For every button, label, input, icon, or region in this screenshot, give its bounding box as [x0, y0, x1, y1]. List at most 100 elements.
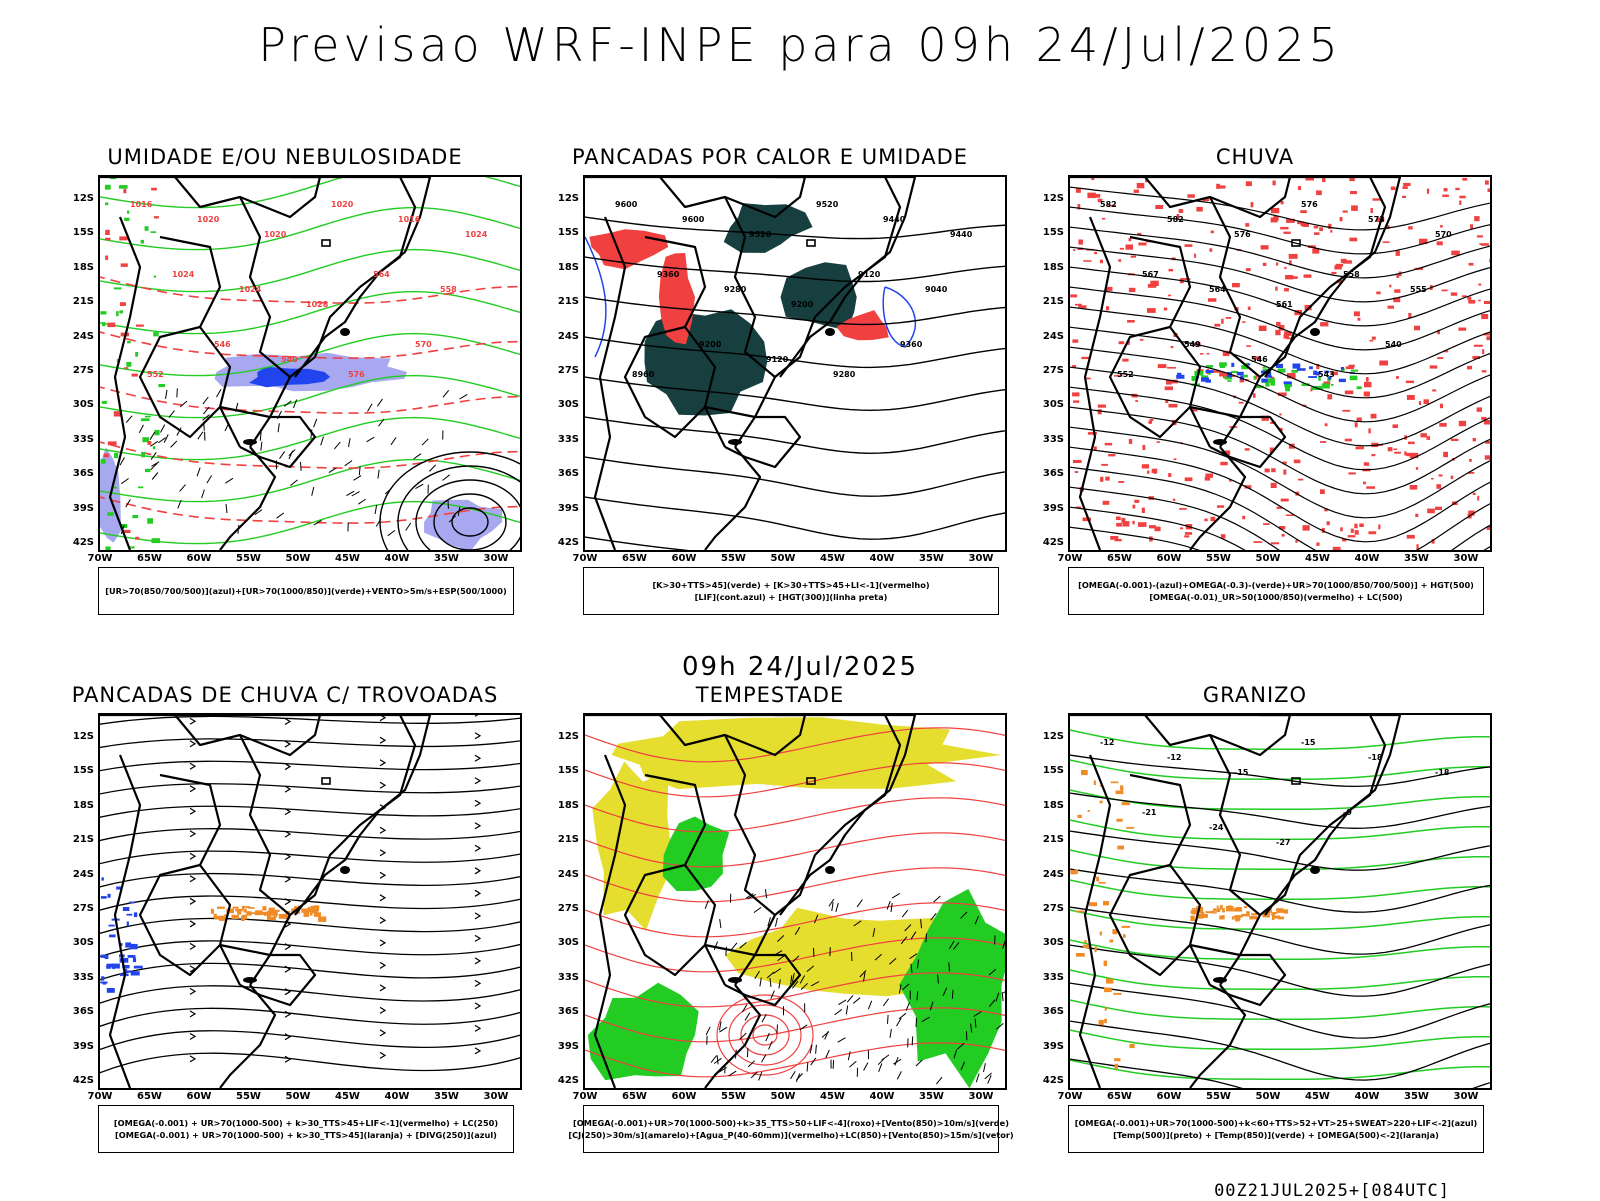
rain-red-speck [1345, 439, 1352, 442]
rain-red-speck [1341, 259, 1347, 263]
wind-vector [833, 1060, 834, 1069]
rain-red-speck [1314, 226, 1319, 229]
omega-orange-speck [1094, 780, 1096, 785]
omega-orange-speck [1219, 916, 1222, 920]
lake-mark [728, 977, 742, 983]
divergence-blue-speck [134, 912, 137, 917]
latitude-tick-label: 39S [543, 503, 579, 514]
contour-label: 570 [415, 340, 432, 349]
instability-orange-speck [267, 915, 271, 920]
latitude-tick-label: 33S [543, 434, 579, 445]
thickness-speck [154, 216, 159, 218]
country-border [100, 177, 320, 217]
water-red-contour [717, 995, 813, 1075]
wind-vector [836, 903, 839, 912]
rain-red-speck [1431, 478, 1434, 480]
latitude-tick-label: 39S [58, 1041, 94, 1052]
temp850-green-contour [1070, 819, 1490, 839]
latitude-tick-label: 36S [543, 468, 579, 479]
rain-red-speck [1098, 409, 1102, 414]
longitude-tick-label: 50W [280, 553, 316, 564]
contour-label: 1020 [197, 215, 220, 224]
rain-red-speck [1442, 290, 1448, 292]
rain-red-speck [1349, 238, 1357, 242]
latitude-tick-label: 18S [543, 800, 579, 811]
streamline-arrow [475, 1048, 480, 1054]
rain-red-speck [1158, 364, 1167, 368]
latitude-tick-label: 39S [1028, 1041, 1064, 1052]
longitude-tick-label: 40W [864, 1091, 900, 1102]
omega-orange-speck [1089, 902, 1097, 906]
latitude-tick-label: 27S [543, 903, 579, 914]
longitude-tick-label: 40W [1349, 553, 1385, 564]
rain-red-speck [1371, 454, 1375, 456]
panel-legend: [OMEGA(-0.001)-(azul)+OMEGA(-0.3)-(verde… [1068, 567, 1484, 615]
latitude-tick-label: 15S [1028, 765, 1064, 776]
instability-orange-speck [235, 909, 243, 912]
rain-red-speck [1140, 339, 1144, 341]
streamline-arrow [190, 786, 195, 792]
rain-red-speck [1281, 499, 1289, 502]
longitude-tick-label: 60W [181, 553, 217, 564]
streamline-arrow [475, 913, 480, 919]
rain-red-speck [1340, 217, 1343, 221]
longitude-tick-label: 60W [1151, 1091, 1187, 1102]
wind-vector [720, 919, 721, 928]
contour-label: 582 [1100, 200, 1117, 209]
humidity-speck [124, 218, 129, 221]
thickness-speck [123, 189, 126, 193]
rain-red-speck [1436, 484, 1441, 489]
streamline-arrow [190, 921, 195, 927]
rain-red-speck [1284, 267, 1286, 269]
latitude-tick-label: 18S [543, 262, 579, 273]
longitude-tick-label: 30W [478, 1091, 514, 1102]
humidity-speck [135, 352, 138, 357]
contour-label: 564 [1209, 285, 1226, 294]
rain-red-speck [1408, 442, 1415, 445]
rain-red-speck [1151, 282, 1158, 286]
longitude-tick-label: 70W [82, 553, 118, 564]
divergence-blue-speck [109, 925, 115, 927]
wind-vector [180, 485, 186, 492]
legend-line: [OMEGA(-0.001)+UR>70(1000-500)+k>35_TTS>… [573, 1117, 1009, 1129]
panel-title: PANCADAS DE CHUVA C/ TROVOADAS [50, 683, 520, 707]
country-border [1220, 177, 1385, 447]
humidity-speck [147, 518, 153, 524]
rain-red-speck [1100, 260, 1103, 264]
latitude-tick-label: 42S [543, 537, 579, 548]
latitude-tick-label: 21S [58, 296, 94, 307]
legend-line: [LIF](cont.azul) + [HGT(300)](linha pret… [695, 591, 888, 603]
streamline-arrow [380, 985, 385, 991]
wind-vector [719, 1027, 727, 1032]
streamline-arrow [380, 917, 385, 923]
divergence-blue-speck [120, 958, 129, 963]
longitude-tick-label: 30W [1448, 553, 1484, 564]
rain-red-speck [1379, 361, 1388, 366]
latitude-tick-label: 27S [58, 903, 94, 914]
rain-red-speck [1488, 188, 1491, 192]
rain-red-speck [1169, 404, 1178, 408]
latitude-tick-label: 42S [543, 1075, 579, 1086]
longitude-tick-label: 50W [1250, 553, 1286, 564]
rain-red-speck [1316, 543, 1319, 546]
omega-orange-speck [1246, 911, 1250, 916]
rain-red-speck [1437, 241, 1443, 245]
wind-vector [321, 437, 324, 446]
panel-legend: [K>30+TTS>45](verde) + [K>30+TTS>45+LI<-… [583, 567, 999, 615]
latitude-tick-label: 12S [58, 731, 94, 742]
rain-red-speck [1134, 500, 1139, 503]
temp500-contour [1070, 792, 1490, 828]
contour-label: -15 [1301, 738, 1316, 747]
rain-red-speck [1351, 529, 1354, 533]
latitude-tick-label: 12S [543, 731, 579, 742]
rain-red-speck [1078, 304, 1081, 308]
latitude-tick-label: 30S [58, 937, 94, 948]
omega-orange-speck [1276, 909, 1282, 911]
omega-orange-speck [1272, 915, 1275, 920]
wind-vector [888, 1015, 889, 1024]
streamline-arrow [190, 898, 195, 904]
rain-red-speck [1185, 477, 1193, 481]
wind-vector [832, 902, 833, 911]
rain-red-speck [1118, 259, 1121, 262]
